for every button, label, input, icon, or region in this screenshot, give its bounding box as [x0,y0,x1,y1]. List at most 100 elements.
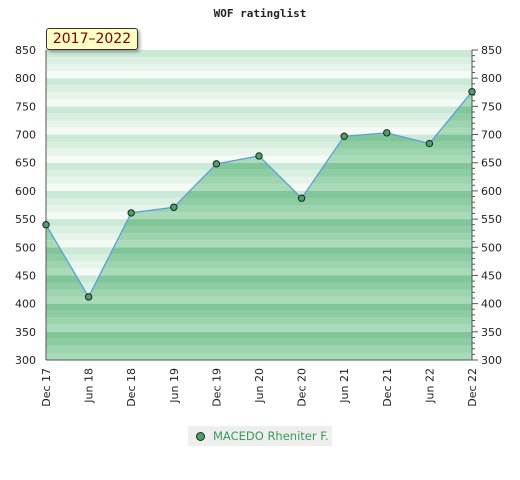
fill-band [46,190,472,198]
axes [45,49,478,361]
fill-band [46,296,472,304]
y-axis-right-labels: 300 350 400 450 500 550 600 650 700 750 800 850 [481,44,502,367]
y-tick-label-left: 400 [15,298,36,311]
background-band [46,113,472,121]
y-tick-label-left: 850 [15,44,36,57]
data-point [127,209,135,217]
fill-band [46,275,472,283]
x-tick-label: Dec 20 [296,368,309,407]
background-band [46,148,472,156]
data-point [84,293,93,301]
fill-band [46,197,472,205]
y-tick-label-right: 500 [481,241,502,254]
data-point [383,129,391,137]
data-point [340,132,348,140]
y-tick-label-left: 600 [15,185,36,198]
legend-marker-icon [196,432,205,441]
x-tick-label: Jun 18 [83,368,96,404]
fill-band [46,183,472,191]
data-point [212,160,221,168]
fill-band [46,247,472,255]
background-band [46,64,472,72]
background-band [46,106,472,114]
fill-band [46,176,472,184]
fill-band [46,212,472,220]
y-tick-label-left: 650 [15,157,36,170]
chart-title: WOF ratinglist [214,7,307,20]
y-tick-label-right: 650 [481,157,502,170]
y-tick-label-left: 350 [15,326,36,339]
background-band [46,127,472,135]
fill-band [46,352,472,360]
y-tick-label-right: 850 [481,44,502,57]
fill-band [46,219,472,227]
background-band [46,71,472,79]
fill-band [46,254,472,262]
fill-band [46,261,472,269]
x-tick-label: Jun 20 [253,368,266,404]
y-tick-label-left: 450 [15,269,36,282]
series-points-group [42,88,476,301]
legend: MACEDO Rheniter F. [188,426,332,446]
y-tick-label-left: 550 [15,213,36,226]
fill-band [46,338,472,346]
x-tick-label: Jun 22 [423,368,436,404]
fill-band [46,226,472,234]
fill-band [46,240,472,248]
y-tick-label-right: 600 [481,185,502,198]
background-band [46,57,472,65]
background-band [46,134,472,142]
x-tick-label: Dec 21 [381,368,394,407]
background-band [46,50,472,58]
fill-band [46,345,472,353]
data-point [297,194,306,202]
y-tick-label-left: 750 [15,100,36,113]
data-point [170,203,178,211]
y-tick-label-right: 750 [481,100,502,113]
x-tick-label: Dec 18 [125,368,138,407]
y-tick-label-left: 800 [15,72,36,85]
fill-band [46,205,472,213]
x-tick-label: Jun 19 [168,368,181,404]
data-point [255,152,263,160]
x-axis-labels: Dec 17 Jun 18 Dec 18 Jun 19 Dec 19 Jun 20 Dec … [40,368,479,407]
y-tick-label-right: 700 [481,129,502,142]
y-tick-label-left: 500 [15,241,36,254]
fill-band [46,310,472,318]
fill-band [46,282,472,290]
background-band [46,99,472,107]
data-point [425,139,434,148]
fill-band [46,169,472,177]
x-tick-label: Dec 22 [466,368,479,407]
background-band [46,78,472,86]
legend-label: MACEDO Rheniter F. [213,429,329,443]
period-label: 2017–2022 [46,28,138,50]
y-tick-label-right: 550 [481,213,502,226]
fill-band [46,233,472,241]
x-tick-label: Jun 21 [338,368,351,404]
y-tick-label-right: 450 [481,269,502,282]
data-point [468,88,476,96]
y-axis-left-labels: 300 350 400 450 500 550 600 650 700 750 800 850 [15,44,36,367]
y-tick-label-right: 400 [481,298,502,311]
fill-band [46,317,472,325]
background-band [46,85,472,93]
x-tick-label: Dec 19 [210,368,223,407]
background-band [46,92,472,100]
y-tick-label-left: 300 [15,354,36,367]
data-point [42,221,50,229]
fill-band [46,303,472,311]
fill-band [46,289,472,297]
y-tick-label-right: 300 [481,354,502,367]
fill-band [46,268,472,276]
fill-band [46,331,472,339]
fill-band [46,324,472,332]
y-tick-label-right: 800 [481,72,502,85]
x-tick-label: Dec 17 [40,368,53,407]
fill-band [46,162,472,170]
y-tick-label-left: 700 [15,129,36,142]
background-band [46,141,472,149]
background-band [46,120,472,128]
y-tick-label-right: 350 [481,326,502,339]
